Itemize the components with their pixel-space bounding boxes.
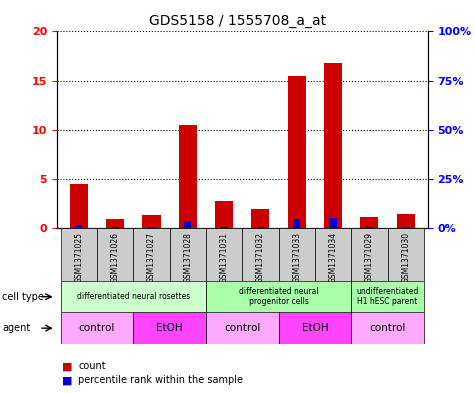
Text: control: control	[79, 323, 115, 333]
Text: GSM1371027: GSM1371027	[147, 232, 156, 283]
FancyBboxPatch shape	[242, 228, 278, 281]
FancyBboxPatch shape	[278, 312, 351, 344]
Bar	[366, 227, 373, 228]
Text: GSM1371028: GSM1371028	[183, 232, 192, 283]
Text: GSM1371032: GSM1371032	[256, 232, 265, 283]
Text: control: control	[370, 323, 406, 333]
Text: GSM1371025: GSM1371025	[74, 232, 83, 283]
Text: agent: agent	[2, 323, 30, 333]
Text: undifferentiated
H1 hESC parent: undifferentiated H1 hESC parent	[356, 287, 419, 307]
Text: GSM1371034: GSM1371034	[329, 232, 338, 283]
Text: GSM1371026: GSM1371026	[111, 232, 120, 283]
FancyBboxPatch shape	[206, 312, 278, 344]
Text: cell type: cell type	[2, 292, 44, 302]
Text: GSM1371033: GSM1371033	[292, 232, 301, 283]
Text: differentiated neural rosettes: differentiated neural rosettes	[76, 292, 190, 301]
FancyBboxPatch shape	[170, 228, 206, 281]
FancyBboxPatch shape	[206, 228, 242, 281]
Bar	[330, 218, 337, 228]
Text: GSM1371031: GSM1371031	[219, 232, 228, 283]
FancyBboxPatch shape	[388, 228, 424, 281]
FancyBboxPatch shape	[133, 312, 206, 344]
Text: count: count	[78, 361, 106, 371]
Bar	[106, 219, 124, 228]
FancyBboxPatch shape	[315, 228, 351, 281]
Text: GDS5158 / 1555708_a_at: GDS5158 / 1555708_a_at	[149, 14, 326, 28]
Bar	[288, 75, 306, 228]
Bar	[293, 219, 300, 228]
Bar	[75, 226, 83, 228]
Bar	[324, 63, 342, 228]
Text: percentile rank within the sample: percentile rank within the sample	[78, 375, 243, 386]
FancyBboxPatch shape	[133, 228, 170, 281]
Bar	[361, 217, 379, 228]
FancyBboxPatch shape	[278, 228, 315, 281]
Text: EtOH: EtOH	[302, 323, 328, 333]
Bar	[184, 221, 191, 228]
FancyBboxPatch shape	[61, 281, 206, 312]
FancyBboxPatch shape	[351, 228, 388, 281]
FancyBboxPatch shape	[206, 281, 351, 312]
Bar	[148, 227, 155, 228]
Bar	[257, 226, 264, 228]
Text: EtOH: EtOH	[156, 323, 183, 333]
Text: ■: ■	[62, 375, 72, 386]
Bar	[251, 209, 269, 228]
FancyBboxPatch shape	[61, 312, 133, 344]
Bar	[220, 227, 228, 228]
FancyBboxPatch shape	[97, 228, 133, 281]
Text: GSM1371029: GSM1371029	[365, 232, 374, 283]
Text: ■: ■	[62, 361, 72, 371]
Text: differentiated neural
progenitor cells: differentiated neural progenitor cells	[239, 287, 318, 307]
Text: GSM1371030: GSM1371030	[401, 232, 410, 283]
FancyBboxPatch shape	[351, 312, 424, 344]
Bar	[142, 215, 161, 228]
Bar	[215, 201, 233, 228]
Text: control: control	[224, 323, 260, 333]
FancyBboxPatch shape	[351, 281, 424, 312]
Bar	[70, 184, 88, 228]
Bar	[402, 226, 409, 228]
Bar	[397, 214, 415, 228]
FancyBboxPatch shape	[61, 228, 97, 281]
Bar	[112, 227, 119, 228]
Bar	[179, 125, 197, 228]
